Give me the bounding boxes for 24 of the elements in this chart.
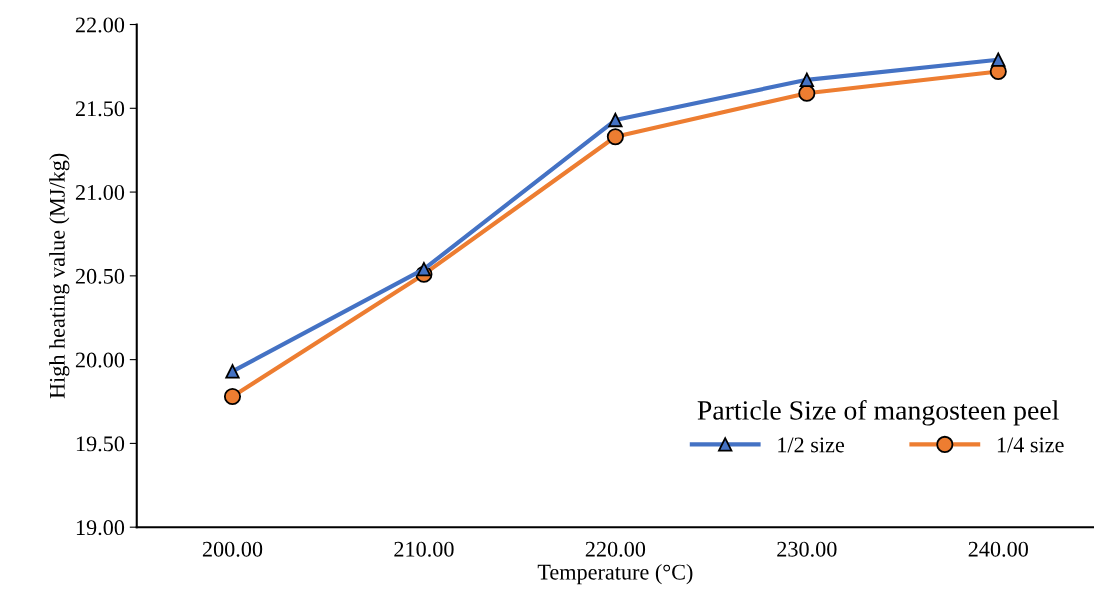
- point: [416, 261, 432, 277]
- point: [991, 52, 1006, 67]
- x-tick-label: 200.00: [202, 541, 263, 557]
- point: [606, 128, 624, 146]
- y-tick-label: 20.50: [75, 268, 125, 284]
- x-tick-label: 240.00: [968, 541, 1028, 557]
- point: [223, 387, 242, 406]
- y-axis-title: High heating value (MJ/kg): [49, 153, 70, 399]
- point: [608, 112, 623, 128]
- y-tick-label: 22.00: [75, 17, 125, 33]
- point: [225, 364, 240, 379]
- y-tick-label: 20.00: [75, 352, 125, 368]
- y-tick-label: 19.50: [76, 436, 125, 452]
- point: [799, 72, 814, 87]
- x-tick-label: 220.00: [585, 541, 646, 557]
- x-tick-label: 230.00: [777, 541, 837, 557]
- legend-label: 1/2 size: [778, 437, 845, 453]
- y-tick-label: 21.00: [75, 185, 125, 201]
- legend-title: Particle Size of mangosteen peel: [697, 399, 1059, 426]
- y-tick-label: 21.50: [75, 101, 125, 117]
- x-axis-title: Temperature (°C): [537, 564, 693, 585]
- legend-label: 1/4 size: [997, 437, 1064, 453]
- y-tick-label: 19.00: [76, 520, 125, 536]
- x-tick-label: 210.00: [394, 541, 454, 557]
